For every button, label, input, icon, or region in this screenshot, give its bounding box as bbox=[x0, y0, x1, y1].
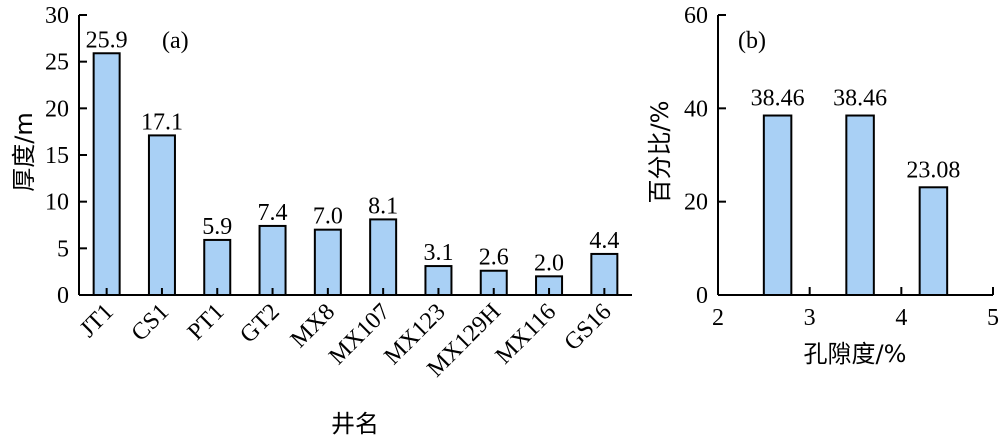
chart-b: 0 20 40 60 2 3 4 5 38.46 38.46 23.08 (b) 百分比/% 孔… bbox=[646, 3, 999, 368]
chart-a-data-label: 7.4 bbox=[258, 200, 288, 226]
chart-a-data-label: 4.4 bbox=[589, 228, 619, 254]
chart-a-data-label: 2.0 bbox=[534, 250, 564, 276]
chart-b-x-tick-label: 4 bbox=[895, 305, 907, 331]
chart-a-data-label: 3.1 bbox=[423, 240, 453, 266]
chart-a-x-axis-title: 井名 bbox=[331, 410, 379, 438]
chart-a-data-label: 25.9 bbox=[86, 27, 128, 53]
chart-b-x-tick-label: 3 bbox=[804, 305, 816, 331]
chart-b-bar-2 bbox=[845, 114, 875, 296]
chart-a-category-label: MX107 bbox=[324, 299, 395, 370]
chart-a-y-tick-label: 25 bbox=[45, 50, 69, 76]
chart-a: 0 5 10 15 20 25 30 25.9 17.1 5.9 7.4 7.0 8.1 3.1 2.6 2… bbox=[10, 3, 632, 438]
chart-b-data-label: 38.46 bbox=[751, 86, 805, 112]
chart-b-data-label: 38.46 bbox=[833, 86, 887, 112]
chart-a-bar-cs1 bbox=[147, 134, 176, 296]
chart-a-category-label: GS16 bbox=[560, 299, 617, 356]
chart-a-y-tick-label: 5 bbox=[57, 236, 69, 262]
chart-a-y-tick-label: 0 bbox=[57, 283, 69, 309]
chart-a-category-label: MX116 bbox=[491, 299, 562, 370]
chart-a-panel-label: (a) bbox=[162, 28, 189, 54]
chart-a-category-label: CS1 bbox=[127, 299, 175, 347]
chart-a-category-label: JT1 bbox=[75, 299, 119, 343]
chart-b-panel-label: (b) bbox=[738, 28, 766, 54]
chart-a-y-tick-label: 15 bbox=[45, 143, 69, 169]
chart-b-x-tick-label: 2 bbox=[712, 305, 724, 331]
chart-b-bar-3 bbox=[918, 186, 949, 296]
chart-a-y-tick-label: 10 bbox=[45, 190, 69, 216]
chart-b-y-tick-label: 40 bbox=[684, 96, 708, 122]
chart-b-data-label: 23.08 bbox=[906, 157, 960, 183]
chart-a-category-label: PT1 bbox=[183, 299, 230, 346]
chart-a-category-label: GT2 bbox=[235, 299, 284, 348]
chart-b-y-tick-label: 0 bbox=[696, 283, 708, 309]
chart-b-y-tick-label: 20 bbox=[684, 190, 708, 216]
chart-a-y-tick-label: 30 bbox=[45, 3, 69, 29]
chart-a-data-label: 17.1 bbox=[141, 109, 183, 135]
chart-a-bar-pt1 bbox=[203, 238, 232, 296]
chart-a-data-label: 2.6 bbox=[479, 245, 509, 271]
chart-a-data-label: 8.1 bbox=[368, 193, 398, 219]
chart-a-data-label: 7.0 bbox=[313, 204, 343, 230]
chart-b-x-tick-label: 5 bbox=[987, 305, 999, 331]
chart-a-bar-mx8 bbox=[313, 228, 342, 297]
chart-b-bar-1 bbox=[762, 114, 793, 296]
chart-a-data-label: 5.9 bbox=[202, 214, 232, 240]
chart-b-y-axis-title: 百分比/% bbox=[646, 101, 674, 204]
chart-a-bar-mx107 bbox=[369, 218, 398, 296]
chart-a-bar-jt1 bbox=[92, 52, 121, 297]
chart-a-bar-gt2 bbox=[258, 224, 287, 296]
chart-a-y-axis-title: 厚度/m bbox=[10, 112, 38, 191]
chart-a-y-tick-label: 20 bbox=[45, 96, 69, 122]
chart-b-x-axis-title: 孔隙度/% bbox=[804, 340, 907, 368]
chart-b-y-tick-label: 60 bbox=[684, 3, 708, 29]
